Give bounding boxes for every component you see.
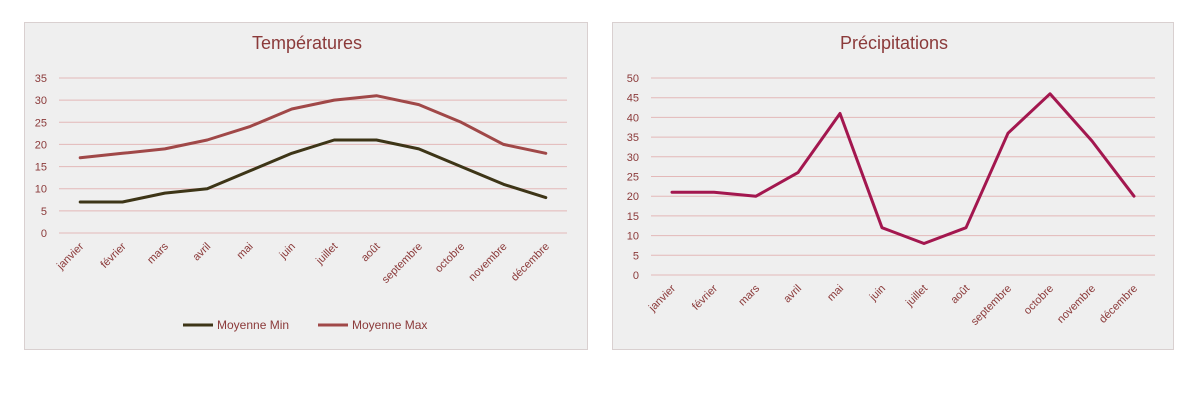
temperature-x-tick-label: février bbox=[99, 240, 129, 270]
temperature-legend-label: Moyenne Max bbox=[352, 318, 427, 332]
precipitation-y-tick-label: 25 bbox=[627, 172, 639, 184]
precipitation-series-line-0 bbox=[670, 92, 1136, 245]
temperature-x-tick-label: octobre bbox=[433, 241, 467, 275]
temperature-x-tick-label: septembre bbox=[380, 241, 425, 286]
temperature-chart: Températures 0 5 10 15 20 25 30 35 janvier févrie… bbox=[35, 33, 567, 332]
precipitation-x-tick-label: mars bbox=[736, 282, 762, 308]
temperature-x-tick-label: janvier bbox=[54, 240, 86, 272]
precipitation-x-tick-label: août bbox=[948, 283, 972, 307]
temperature-y-tick-label: 30 bbox=[35, 95, 47, 107]
temperature-y-tick-label: 35 bbox=[35, 73, 47, 85]
precipitation-x-tick-label: septembre bbox=[969, 283, 1014, 328]
precipitation-y-tick-label: 15 bbox=[627, 211, 639, 223]
temperature-x-tick-label: mai bbox=[235, 241, 256, 262]
precipitation-y-tick-label: 35 bbox=[627, 132, 639, 144]
temperature-y-tick-label: 10 bbox=[35, 184, 47, 196]
temperature-x-tick-label: août bbox=[359, 241, 383, 265]
temperature-x-tick-label: avril bbox=[191, 241, 214, 264]
precipitation-y-tick-label: 45 bbox=[627, 93, 639, 105]
temperature-y-tick-label: 20 bbox=[35, 139, 47, 151]
precipitation-x-tick-label: janvier bbox=[646, 282, 678, 314]
precipitation-x-tick-label: mai bbox=[825, 283, 846, 304]
precipitation-x-tick-label: novembre bbox=[1055, 283, 1098, 326]
precipitation-x-tick-label: juillet bbox=[903, 283, 930, 310]
temperature-y-tick-label: 15 bbox=[35, 162, 47, 174]
precipitation-chart-title: Précipitations bbox=[840, 33, 948, 53]
precipitation-y-tick-label: 0 bbox=[633, 270, 639, 282]
precipitation-y-tick-label: 30 bbox=[627, 152, 639, 164]
precipitation-x-tick-label: février bbox=[690, 282, 720, 312]
temperature-chart-panel: Températures 0 5 10 15 20 25 30 35 janvier févrie… bbox=[24, 22, 588, 350]
temperature-series-line-1 bbox=[78, 94, 548, 160]
precipitation-y-tick-label: 20 bbox=[627, 191, 639, 203]
temperature-series-line-0 bbox=[78, 138, 548, 204]
temperature-chart-title: Températures bbox=[252, 33, 362, 53]
precipitation-chart-panel: Précipitations 0 5 10 15 20 25 30 35 40 45 50 janvi… bbox=[612, 22, 1174, 350]
temperature-x-tick-label: décembre bbox=[509, 241, 552, 284]
precipitation-x-tick-label: octobre bbox=[1022, 283, 1056, 317]
temperature-x-tick-label: juin bbox=[277, 241, 298, 262]
temperature-y-tick-label: 25 bbox=[35, 117, 47, 129]
temperature-legend-label: Moyenne Min bbox=[217, 318, 289, 332]
precipitation-y-tick-label: 40 bbox=[627, 112, 639, 124]
temperature-y-tick-label: 0 bbox=[41, 228, 47, 240]
temperature-y-tick-label: 5 bbox=[41, 206, 47, 218]
precipitation-x-tick-label: juin bbox=[867, 283, 888, 304]
precipitation-y-tick-label: 5 bbox=[633, 250, 639, 262]
temperature-x-tick-label: novembre bbox=[467, 241, 510, 284]
precipitation-x-tick-label: avril bbox=[781, 283, 804, 306]
temperature-x-tick-label: juillet bbox=[313, 241, 340, 268]
precipitation-y-tick-label: 50 bbox=[627, 73, 639, 85]
precipitation-x-tick-label: décembre bbox=[1097, 283, 1140, 326]
temperature-x-tick-label: mars bbox=[145, 240, 171, 266]
precipitation-chart: Précipitations 0 5 10 15 20 25 30 35 40 45 50 janvi… bbox=[627, 33, 1155, 328]
precipitation-y-tick-label: 10 bbox=[627, 231, 639, 243]
